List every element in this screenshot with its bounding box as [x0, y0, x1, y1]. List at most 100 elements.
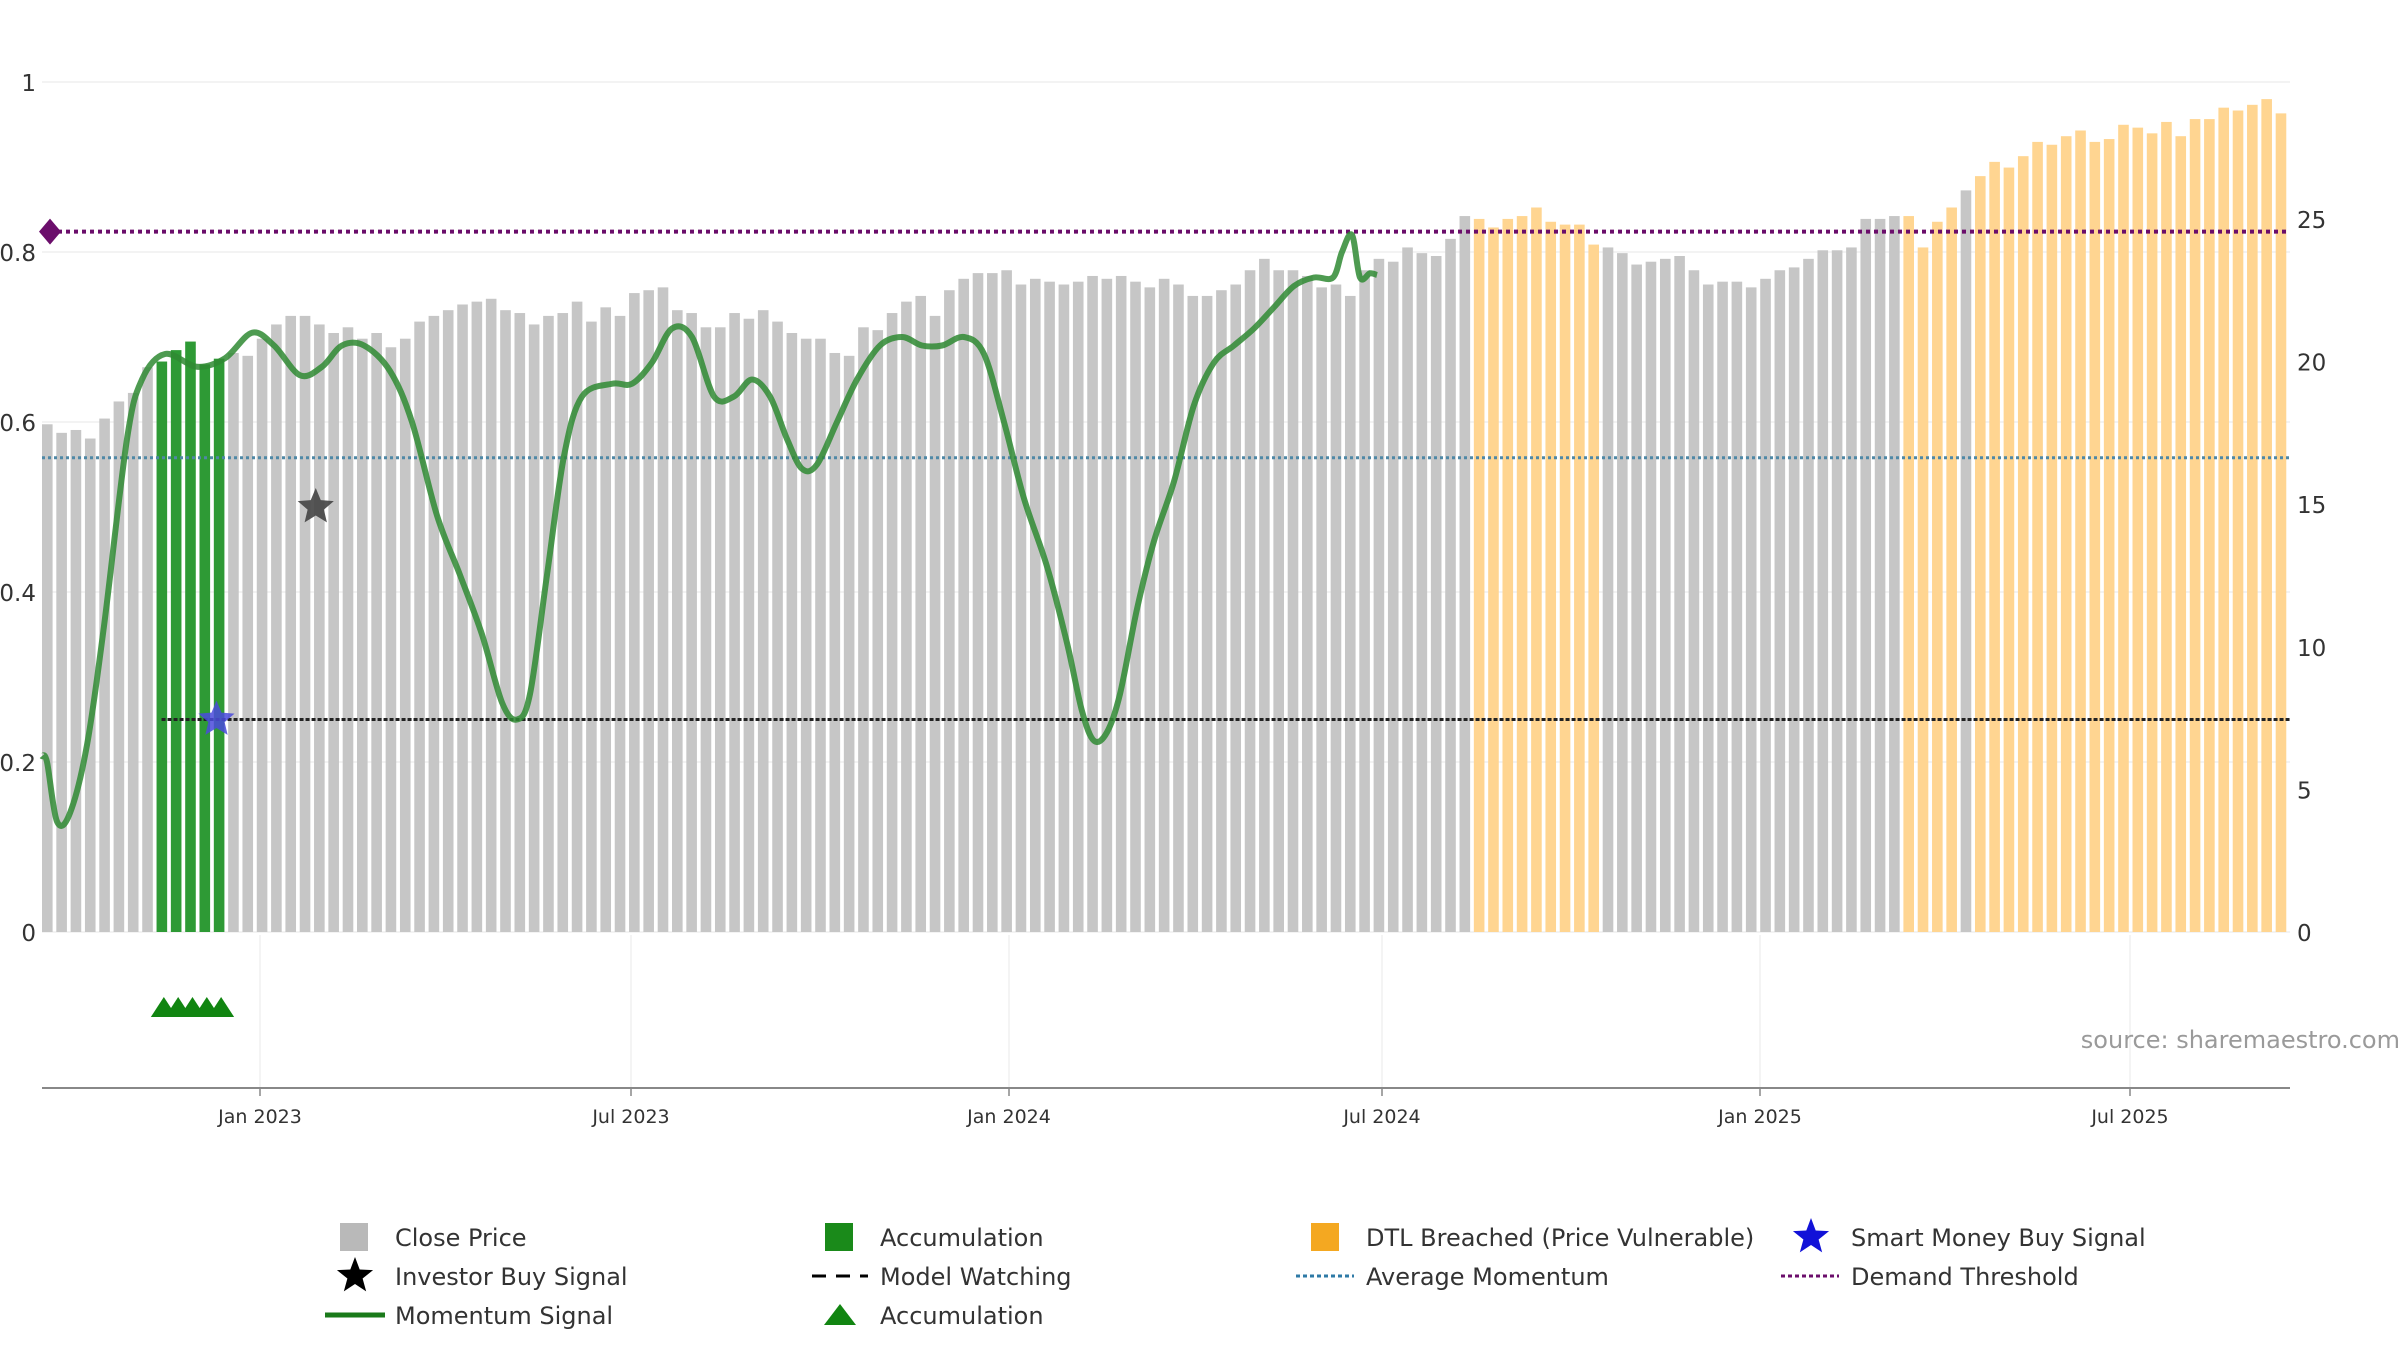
- price-bar: [485, 298, 497, 932]
- price-bar: [586, 321, 597, 933]
- price-bar: [242, 355, 254, 932]
- price-bar: [686, 313, 697, 932]
- price-bar: [1072, 281, 1084, 932]
- price-bar: [901, 301, 912, 932]
- price-bar: [457, 304, 468, 932]
- right-tick-label: 15: [2297, 493, 2326, 519]
- price-bar: [1817, 250, 1829, 933]
- price-bar: [342, 327, 354, 932]
- price-bar: [672, 310, 683, 932]
- price-bar: [1115, 275, 1127, 932]
- price-bar: [2017, 156, 2029, 932]
- price-bar: [757, 310, 769, 932]
- price-bar: [1087, 275, 1098, 932]
- price-bar: [800, 338, 812, 932]
- price-bar: [170, 350, 182, 932]
- price-bar: [1187, 295, 1199, 933]
- price-bar: [2103, 139, 2115, 932]
- left-tick-label: 0: [21, 921, 36, 947]
- legend-label: Demand Threshold: [1851, 1263, 2079, 1291]
- price-bar: [1273, 270, 1284, 933]
- signal-lines: [39, 229, 2290, 829]
- smart-money-buy-signal-marker: [198, 700, 235, 735]
- price-bar: [1559, 224, 1571, 933]
- legend-label: Investor Buy Signal: [395, 1263, 628, 1291]
- price-bar: [1144, 287, 1156, 932]
- right-tick-label: 20: [2297, 351, 2326, 377]
- price-bar: [1416, 253, 1428, 933]
- price-bar: [2275, 113, 2287, 932]
- price-bar: [42, 424, 53, 932]
- price-bar: [1788, 267, 1800, 932]
- price-bar: [1688, 270, 1700, 933]
- price-bar: [1946, 207, 1957, 932]
- price-bar: [1745, 287, 1757, 932]
- price-bar: [442, 310, 454, 932]
- price-bar: [127, 392, 139, 933]
- legend-label: Average Momentum: [1366, 1263, 1609, 1291]
- price-bar: [700, 327, 712, 932]
- price-bar: [1960, 190, 1972, 932]
- price-bar: [1244, 270, 1256, 933]
- price-bar: [1359, 270, 1370, 933]
- price-bar: [872, 330, 884, 932]
- legend: Close Price Accumulation DTL Breached (Pri…: [325, 1218, 2146, 1330]
- price-bar: [1874, 218, 1886, 933]
- price-bar: [2204, 119, 2215, 932]
- price-bar: [772, 321, 783, 933]
- axes: Jan 2023 Jul 2023 Jan 2024 Jul 2024 Jan 2025…: [0, 71, 2326, 1128]
- price-bar: [1502, 218, 1514, 933]
- legend-star-icon: [336, 1257, 374, 1292]
- legend-triangle-icon: [824, 1304, 856, 1325]
- price-bar: [729, 313, 740, 932]
- price-bar: [1889, 216, 1900, 932]
- price-bar: [1917, 247, 1929, 932]
- price-bar: [786, 333, 798, 932]
- price-bar: [1588, 244, 1599, 933]
- price-bar: [2175, 136, 2187, 932]
- price-bar: [557, 313, 569, 932]
- price-bar: [228, 352, 239, 932]
- price-bar: [1459, 216, 1471, 932]
- price-bar: [1216, 290, 1227, 933]
- price-bar: [156, 361, 168, 932]
- price-bar: [944, 290, 955, 933]
- legend-item: Investor Buy Signal: [336, 1257, 628, 1292]
- price-bar: [2247, 104, 2258, 933]
- price-bar: [1617, 253, 1628, 933]
- price-bar: [1001, 270, 1012, 933]
- price-bar: [614, 315, 626, 933]
- right-tick-label: 25: [2297, 208, 2326, 234]
- price-bar: [1302, 275, 1313, 932]
- price-bar: [958, 278, 969, 932]
- legend-label: Accumulation: [880, 1302, 1044, 1330]
- price-bar: [543, 315, 554, 933]
- price-bar: [571, 301, 583, 932]
- price-bar: [1173, 284, 1184, 932]
- demand-threshold-marker: [39, 218, 61, 245]
- price-bar: [271, 324, 282, 932]
- legend-item: Close Price: [340, 1223, 527, 1252]
- price-bar: [643, 290, 654, 933]
- investor-buy-signal-marker: [297, 488, 334, 523]
- price-bar: [1230, 284, 1242, 932]
- price-bar: [84, 438, 96, 932]
- price-bar: [1702, 284, 1714, 932]
- price-bar: [1831, 250, 1843, 933]
- legend-item: Accumulation: [825, 1223, 1044, 1252]
- price-bar: [1731, 281, 1743, 932]
- legend-label: Momentum Signal: [395, 1302, 613, 1330]
- legend-swatch: [825, 1223, 853, 1251]
- price-bar: [256, 338, 268, 932]
- price-bar: [399, 338, 411, 932]
- legend-item: DTL Breached (Price Vulnerable): [1311, 1223, 1754, 1252]
- price-bar: [99, 418, 110, 933]
- price-bar: [1287, 270, 1299, 933]
- price-bar: [1846, 247, 1857, 932]
- price-bar: [1631, 264, 1642, 933]
- price-bar: [528, 324, 540, 932]
- price-bar: [858, 327, 869, 932]
- price-bar: [1574, 224, 1585, 933]
- legend-label: DTL Breached (Price Vulnerable): [1366, 1224, 1754, 1252]
- price-bar: [815, 338, 826, 932]
